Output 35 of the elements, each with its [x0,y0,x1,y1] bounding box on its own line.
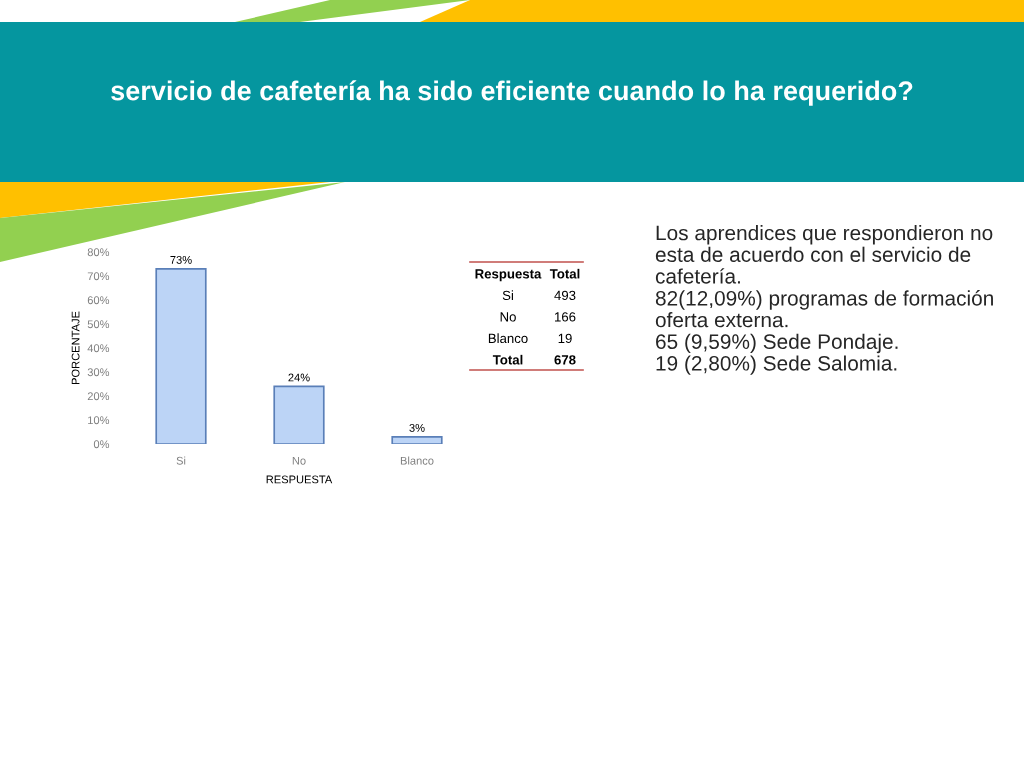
chart-title: servicio de cafetería ha sido eficiente cuando lo ha requerido? [111,80,913,106]
y-tick-label: 70% [87,272,110,281]
y-tick-label: 20% [87,392,110,401]
data-label: 24% [288,373,310,382]
text: 19 [558,333,572,344]
x-axis-title: RESPUESTA [266,475,333,484]
y-tick-label: 80% [87,248,110,257]
text: Total [492,354,523,365]
y-tick-label: 50% [87,320,110,329]
x-tick-label: No [292,456,306,465]
data-label: 3% [409,423,425,432]
x-tick-label: Si [176,456,186,465]
text: 65 (9,59%) Sede Pondaje. [656,333,898,354]
text: Total [549,268,580,279]
y-tick-label: 40% [87,344,110,353]
text: 678 [554,355,576,365]
text: 19 (2,80%) Sede Salomia. [656,355,897,375]
text: 493 [554,290,576,301]
data-label: 73% [170,255,192,264]
text: Los aprendices que respondieron no esta de acuerdo con el servicio de cafetería. [655,225,993,284]
y-tick-label: 10% [88,416,110,425]
text: Blanco [488,333,528,344]
y-tick-label: 30% [87,368,110,377]
annotation: Respuesta [475,269,542,282]
y-axis-title: PORCENTAJE [71,311,80,385]
y-tick-label: 0% [93,440,110,449]
text: 82(12,09%) programas de formación oferta externa. [655,290,993,328]
bar [391,435,443,444]
text: Si [502,290,513,301]
bar [155,267,207,444]
text: 166 [555,312,576,322]
x-tick-label: Blanco [400,456,434,465]
y-tick-label: 60% [87,296,110,305]
bar [273,385,325,444]
text: No [500,312,516,322]
